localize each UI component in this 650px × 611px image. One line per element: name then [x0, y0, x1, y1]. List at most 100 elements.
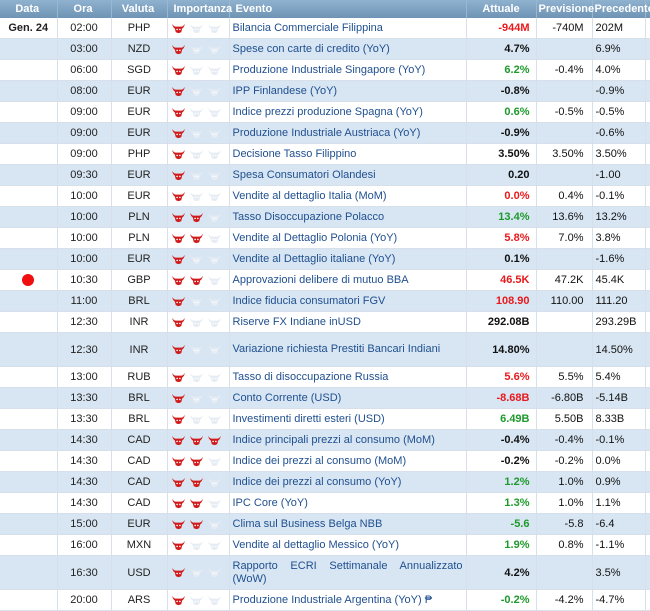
header-time[interactable]: Ora — [57, 0, 112, 18]
header-forecast[interactable]: Previsione — [536, 0, 594, 18]
table-row[interactable]: 09:00 EUR Produzione Industriale Austriaca… — [0, 122, 650, 144]
header-date[interactable]: Data — [0, 0, 58, 18]
event-name[interactable]: Produzione Industriale Austriaca (YoY) — [232, 127, 421, 139]
event-name[interactable]: Clima sul Business Belga NBB — [232, 518, 383, 530]
event-cell[interactable]: Spesa Consumatori Olandesi — [229, 164, 467, 186]
event-name[interactable]: Investimenti diretti esteri (USD) — [232, 413, 385, 425]
table-row[interactable]: 10:00 PLN Tasso Disoccupazione Polacco 13.4… — [0, 206, 650, 228]
table-row[interactable]: 14:30 CAD Indice principali prezzi al cons… — [0, 429, 650, 451]
event-name[interactable]: Indice prezzi produzione Spagna (YoY) — [232, 106, 423, 118]
date-cell — [0, 589, 58, 611]
event-cell[interactable]: Variazione richiesta Prestiti Bancari In… — [229, 332, 467, 367]
header-previous[interactable]: Precedente — [592, 0, 650, 18]
event-cell[interactable]: Rapporto ECRI Settimanale Annualizzato (… — [229, 555, 467, 590]
table-row[interactable]: Gen. 24 02:00 PHP Bilancia Commerciale Fili… — [0, 18, 650, 39]
event-cell[interactable]: Vendite al Dettaglio italiane (YoY) — [229, 248, 467, 270]
event-name[interactable]: Tasso Disoccupazione Polacco — [232, 211, 385, 223]
event-name[interactable]: IPP Finlandese (YoY) — [232, 85, 338, 97]
event-cell[interactable]: Indice dei prezzi al consumo (YoY) — [229, 471, 467, 493]
table-row[interactable]: 14:30 CAD Indice dei prezzi al consumo (Mo… — [0, 450, 650, 472]
event-name[interactable]: Indice principali prezzi al consumo (MoM… — [232, 434, 435, 446]
table-row[interactable]: 20:00 ARS Produzione Industriale Argentina… — [0, 589, 650, 611]
time-cell: 12:30 — [57, 311, 112, 333]
event-cell[interactable]: Investimenti diretti esteri (USD) — [229, 408, 467, 430]
event-cell[interactable]: Tasso Disoccupazione Polacco — [229, 206, 467, 228]
event-cell[interactable]: Indice dei prezzi al consumo (MoM) — [229, 450, 467, 472]
table-row[interactable]: 15:00 EUR Clima sul Business Belga NBB -5.6… — [0, 513, 650, 535]
importance-cell — [167, 248, 230, 270]
event-cell[interactable]: Tasso di disoccupazione Russia — [229, 366, 467, 388]
event-cell[interactable]: Vendite al dettaglio Messico (YoY) — [229, 534, 467, 556]
event-cell[interactable]: Decisione Tasso Filippino — [229, 143, 467, 165]
event-name[interactable]: Spesa Consumatori Olandesi — [232, 169, 376, 181]
event-cell[interactable]: Produzione Industriale Singapore (YoY) — [229, 59, 467, 81]
event-name[interactable]: Conto Corrente (USD) — [232, 392, 342, 404]
table-row[interactable]: 13:30 BRL Investimenti diretti esteri (USD… — [0, 408, 650, 430]
header-importance[interactable]: Importanza — [167, 0, 232, 18]
event-cell[interactable]: Conto Corrente (USD) — [229, 387, 467, 409]
table-row[interactable]: 09:30 EUR Spesa Consumatori Olandesi 0.20 -1… — [0, 164, 650, 186]
table-row[interactable]: 16:30 USD Rapporto ECRI Settimanale Annual… — [0, 555, 650, 590]
table-row[interactable]: 09:00 PHP Decisione Tasso Filippino 3.50% 3.… — [0, 143, 650, 165]
previous-cell: 1.1% — [592, 492, 646, 514]
event-name[interactable]: Tasso di disoccupazione Russia — [232, 371, 389, 383]
event-name[interactable]: Variazione richiesta Prestiti Bancari In… — [232, 343, 441, 355]
event-name[interactable]: Vendite al dettaglio Messico (YoY) — [232, 539, 400, 551]
event-cell[interactable]: IPP Finlandese (YoY) — [229, 80, 467, 102]
event-name[interactable]: Spese con carte di credito (YoY) — [232, 43, 390, 55]
event-cell[interactable]: Indice fiducia consumatori FGV — [229, 290, 467, 312]
table-row[interactable]: 10:00 EUR Vendite al dettaglio Italia (MoM… — [0, 185, 650, 207]
bull-active-icon — [189, 456, 204, 467]
header-row: Data Ora Valuta Importanza Evento Attual… — [0, 0, 650, 18]
table-row[interactable]: 06:00 SGD Produzione Industriale Singapore… — [0, 59, 650, 81]
table-row[interactable]: 13:00 RUB Tasso di disoccupazione Russia 5.… — [0, 366, 650, 388]
event-name[interactable]: Indice dei prezzi al consumo (YoY) — [232, 476, 402, 488]
event-name[interactable]: Decisione Tasso Filippino — [232, 148, 357, 160]
table-row[interactable]: 10:00 EUR Vendite al Dettaglio italiane (Y… — [0, 248, 650, 270]
table-row[interactable]: 10:30 GBP Approvazioni delibere di mutuo B… — [0, 269, 650, 291]
event-name[interactable]: Vendite al Dettaglio Polonia (YoY) — [232, 232, 398, 244]
header-event[interactable]: Evento — [229, 0, 467, 18]
table-row[interactable]: 03:00 NZD Spese con carte di credito (YoY)… — [0, 38, 650, 60]
event-cell[interactable]: Clima sul Business Belga NBB — [229, 513, 467, 535]
event-name[interactable]: Produzione Industriale Argentina (YoY) ₱ — [232, 594, 433, 606]
table-row[interactable]: 14:30 CAD Indice dei prezzi al consumo (Yo… — [0, 471, 650, 493]
event-name[interactable]: Bilancia Commerciale Filippina — [232, 22, 383, 34]
event-name[interactable]: Approvazioni delibere di mutuo BBA — [232, 274, 409, 286]
table-row[interactable]: 14:30 CAD IPC Core (YoY) 1.3% 1.0% 1.1% — [0, 492, 650, 514]
table-row[interactable]: 12:30 INR Riserve FX Indiane inUSD 292.08B 2… — [0, 311, 650, 333]
event-cell[interactable]: Produzione Industriale Austriaca (YoY) — [229, 122, 467, 144]
event-name[interactable]: Indice dei prezzi al consumo (MoM) — [232, 455, 407, 467]
event-cell[interactable]: Bilancia Commerciale Filippina — [229, 18, 467, 39]
table-row[interactable]: 08:00 EUR IPP Finlandese (YoY) -0.8% -0.9% — [0, 80, 650, 102]
table-row[interactable]: 16:00 MXN Vendite al dettaglio Messico (Yo… — [0, 534, 650, 556]
event-cell[interactable]: Approvazioni delibere di mutuo BBA — [229, 269, 467, 291]
event-name[interactable]: Riserve FX Indiane inUSD — [232, 316, 361, 328]
event-name[interactable]: Indice fiducia consumatori FGV — [232, 295, 386, 307]
table-row[interactable]: 09:00 EUR Indice prezzi produzione Spagna … — [0, 101, 650, 123]
table-row[interactable]: 11:00 BRL Indice fiducia consumatori FGV 10… — [0, 290, 650, 312]
bull-inactive-icon — [207, 212, 222, 223]
table-row[interactable]: 13:30 BRL Conto Corrente (USD) -8.68B -6.80B… — [0, 387, 650, 409]
event-name[interactable]: IPC Core (YoY) — [232, 497, 308, 509]
event-cell[interactable]: Riserve FX Indiane inUSD — [229, 311, 467, 333]
event-cell[interactable]: Indice prezzi produzione Spagna (YoY) — [229, 101, 467, 123]
table-row[interactable]: 12:30 INR Variazione richiesta Prestiti Ba… — [0, 332, 650, 367]
event-cell[interactable]: IPC Core (YoY) — [229, 492, 467, 514]
event-cell[interactable]: Indice principali prezzi al consumo (MoM… — [229, 429, 467, 451]
event-cell[interactable]: Vendite al Dettaglio Polonia (YoY) — [229, 227, 467, 249]
event-cell[interactable]: Produzione Industriale Argentina (YoY) ₱ — [229, 589, 467, 611]
event-name[interactable]: Vendite al dettaglio Italia (MoM) — [232, 190, 387, 202]
date-cell — [0, 408, 58, 430]
controls-cell — [645, 38, 650, 60]
event-cell[interactable]: Spese con carte di credito (YoY) — [229, 38, 467, 60]
bull-inactive-icon — [189, 128, 204, 139]
event-name[interactable]: Vendite al Dettaglio italiane (YoY) — [232, 253, 396, 265]
event-name[interactable]: Produzione Industriale Singapore (YoY) — [232, 64, 426, 76]
previous-cell: 111.20 — [592, 290, 646, 312]
bull-inactive-icon — [189, 149, 204, 160]
header-actual[interactable]: Attuale — [466, 0, 537, 18]
header-currency[interactable]: Valuta — [111, 0, 168, 18]
event-cell[interactable]: Vendite al dettaglio Italia (MoM) — [229, 185, 467, 207]
table-row[interactable]: 10:00 PLN Vendite al Dettaglio Polonia (Yo… — [0, 227, 650, 249]
